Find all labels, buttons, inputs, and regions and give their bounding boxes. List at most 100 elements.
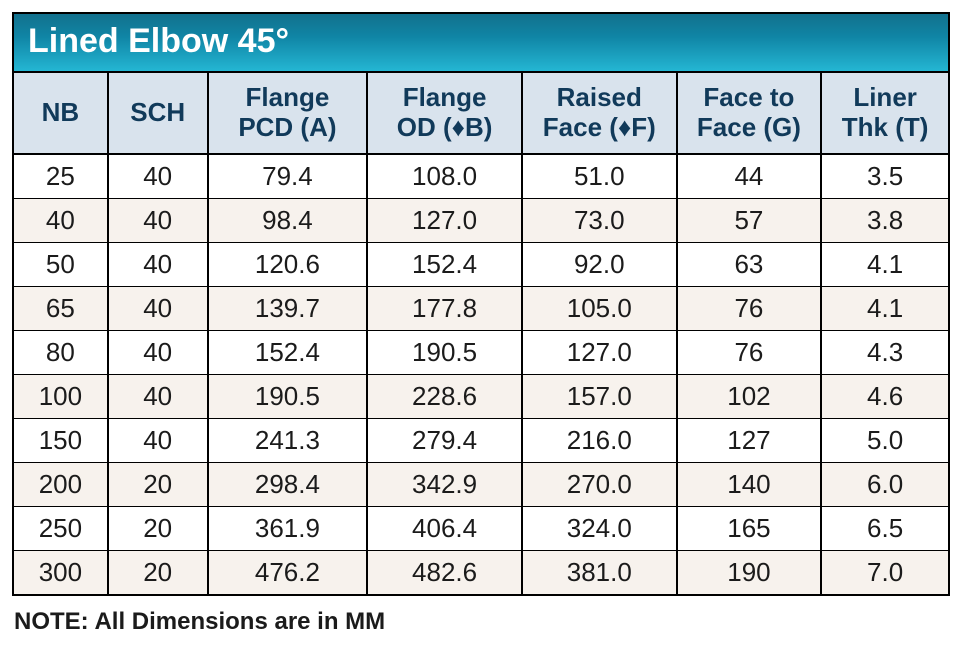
col-header-text: Thk (T) bbox=[842, 112, 929, 142]
cell-raised-face: 381.0 bbox=[522, 550, 677, 595]
table-row: 100 40 190.5 228.6 157.0 102 4.6 bbox=[13, 374, 949, 418]
cell-flange-od: 127.0 bbox=[367, 198, 522, 242]
cell-face-to-face: 127 bbox=[677, 418, 822, 462]
table-title-row: Lined Elbow 45° bbox=[13, 13, 949, 72]
col-header-text: OD (♦B) bbox=[397, 112, 493, 142]
cell-face-to-face: 76 bbox=[677, 286, 822, 330]
cell-flange-od: 406.4 bbox=[367, 506, 522, 550]
cell-sch: 40 bbox=[108, 374, 208, 418]
cell-nb: 25 bbox=[13, 154, 108, 199]
cell-liner-thk: 4.3 bbox=[821, 330, 949, 374]
col-header-nb: NB bbox=[13, 72, 108, 154]
col-header-text: Liner bbox=[853, 82, 917, 112]
cell-nb: 40 bbox=[13, 198, 108, 242]
col-header-text: NB bbox=[42, 97, 80, 127]
cell-flange-od: 152.4 bbox=[367, 242, 522, 286]
col-header-flange-od: Flange OD (♦B) bbox=[367, 72, 522, 154]
cell-raised-face: 157.0 bbox=[522, 374, 677, 418]
cell-face-to-face: 44 bbox=[677, 154, 822, 199]
cell-flange-pcd: 152.4 bbox=[208, 330, 368, 374]
table-row: 25 40 79.4 108.0 51.0 44 3.5 bbox=[13, 154, 949, 199]
cell-raised-face: 324.0 bbox=[522, 506, 677, 550]
table-row: 50 40 120.6 152.4 92.0 63 4.1 bbox=[13, 242, 949, 286]
cell-liner-thk: 7.0 bbox=[821, 550, 949, 595]
table-row: 300 20 476.2 482.6 381.0 190 7.0 bbox=[13, 550, 949, 595]
cell-liner-thk: 5.0 bbox=[821, 418, 949, 462]
cell-nb: 300 bbox=[13, 550, 108, 595]
cell-liner-thk: 4.1 bbox=[821, 286, 949, 330]
col-header-text: Face (G) bbox=[697, 112, 801, 142]
cell-flange-pcd: 361.9 bbox=[208, 506, 368, 550]
cell-liner-thk: 4.1 bbox=[821, 242, 949, 286]
cell-flange-pcd: 98.4 bbox=[208, 198, 368, 242]
cell-flange-pcd: 79.4 bbox=[208, 154, 368, 199]
cell-face-to-face: 190 bbox=[677, 550, 822, 595]
table-row: 40 40 98.4 127.0 73.0 57 3.8 bbox=[13, 198, 949, 242]
cell-raised-face: 127.0 bbox=[522, 330, 677, 374]
cell-face-to-face: 63 bbox=[677, 242, 822, 286]
cell-sch: 40 bbox=[108, 242, 208, 286]
cell-flange-od: 279.4 bbox=[367, 418, 522, 462]
cell-flange-pcd: 120.6 bbox=[208, 242, 368, 286]
cell-flange-od: 342.9 bbox=[367, 462, 522, 506]
cell-sch: 20 bbox=[108, 550, 208, 595]
cell-sch: 20 bbox=[108, 506, 208, 550]
col-header-liner-thk: Liner Thk (T) bbox=[821, 72, 949, 154]
col-header-text: Raised bbox=[557, 82, 642, 112]
cell-nb: 80 bbox=[13, 330, 108, 374]
cell-flange-pcd: 190.5 bbox=[208, 374, 368, 418]
cell-raised-face: 105.0 bbox=[522, 286, 677, 330]
cell-raised-face: 270.0 bbox=[522, 462, 677, 506]
cell-raised-face: 216.0 bbox=[522, 418, 677, 462]
cell-liner-thk: 4.6 bbox=[821, 374, 949, 418]
table-body: 25 40 79.4 108.0 51.0 44 3.5 40 40 98.4 … bbox=[13, 154, 949, 595]
cell-nb: 100 bbox=[13, 374, 108, 418]
col-header-text: Face to bbox=[703, 82, 794, 112]
cell-nb: 250 bbox=[13, 506, 108, 550]
col-header-flange-pcd: Flange PCD (A) bbox=[208, 72, 368, 154]
spec-table: Lined Elbow 45° NB SCH Flange PCD (A) Fl… bbox=[12, 12, 950, 596]
table-row: 65 40 139.7 177.8 105.0 76 4.1 bbox=[13, 286, 949, 330]
table-row: 250 20 361.9 406.4 324.0 165 6.5 bbox=[13, 506, 949, 550]
col-header-text: SCH bbox=[130, 97, 185, 127]
cell-liner-thk: 3.5 bbox=[821, 154, 949, 199]
cell-face-to-face: 140 bbox=[677, 462, 822, 506]
cell-flange-od: 228.6 bbox=[367, 374, 522, 418]
table-header-row: NB SCH Flange PCD (A) Flange OD (♦B) Rai… bbox=[13, 72, 949, 154]
cell-nb: 65 bbox=[13, 286, 108, 330]
cell-raised-face: 73.0 bbox=[522, 198, 677, 242]
col-header-raised-face: Raised Face (♦F) bbox=[522, 72, 677, 154]
col-header-face-to-face: Face to Face (G) bbox=[677, 72, 822, 154]
cell-flange-pcd: 476.2 bbox=[208, 550, 368, 595]
cell-flange-od: 177.8 bbox=[367, 286, 522, 330]
cell-liner-thk: 6.5 bbox=[821, 506, 949, 550]
cell-sch: 20 bbox=[108, 462, 208, 506]
cell-raised-face: 92.0 bbox=[522, 242, 677, 286]
footnote: NOTE: All Dimensions are in MM bbox=[12, 608, 950, 636]
cell-nb: 150 bbox=[13, 418, 108, 462]
cell-flange-od: 482.6 bbox=[367, 550, 522, 595]
cell-face-to-face: 102 bbox=[677, 374, 822, 418]
table-row: 80 40 152.4 190.5 127.0 76 4.3 bbox=[13, 330, 949, 374]
cell-flange-od: 108.0 bbox=[367, 154, 522, 199]
col-header-text: Flange bbox=[246, 82, 330, 112]
cell-sch: 40 bbox=[108, 286, 208, 330]
col-header-text: PCD (A) bbox=[238, 112, 336, 142]
cell-nb: 200 bbox=[13, 462, 108, 506]
table-row: 150 40 241.3 279.4 216.0 127 5.0 bbox=[13, 418, 949, 462]
cell-face-to-face: 76 bbox=[677, 330, 822, 374]
cell-sch: 40 bbox=[108, 330, 208, 374]
table-title: Lined Elbow 45° bbox=[13, 13, 949, 72]
cell-liner-thk: 6.0 bbox=[821, 462, 949, 506]
cell-sch: 40 bbox=[108, 154, 208, 199]
cell-raised-face: 51.0 bbox=[522, 154, 677, 199]
table-row: 200 20 298.4 342.9 270.0 140 6.0 bbox=[13, 462, 949, 506]
cell-nb: 50 bbox=[13, 242, 108, 286]
cell-face-to-face: 165 bbox=[677, 506, 822, 550]
cell-flange-pcd: 241.3 bbox=[208, 418, 368, 462]
cell-face-to-face: 57 bbox=[677, 198, 822, 242]
cell-flange-pcd: 139.7 bbox=[208, 286, 368, 330]
cell-sch: 40 bbox=[108, 198, 208, 242]
col-header-text: Face (♦F) bbox=[543, 112, 656, 142]
cell-liner-thk: 3.8 bbox=[821, 198, 949, 242]
